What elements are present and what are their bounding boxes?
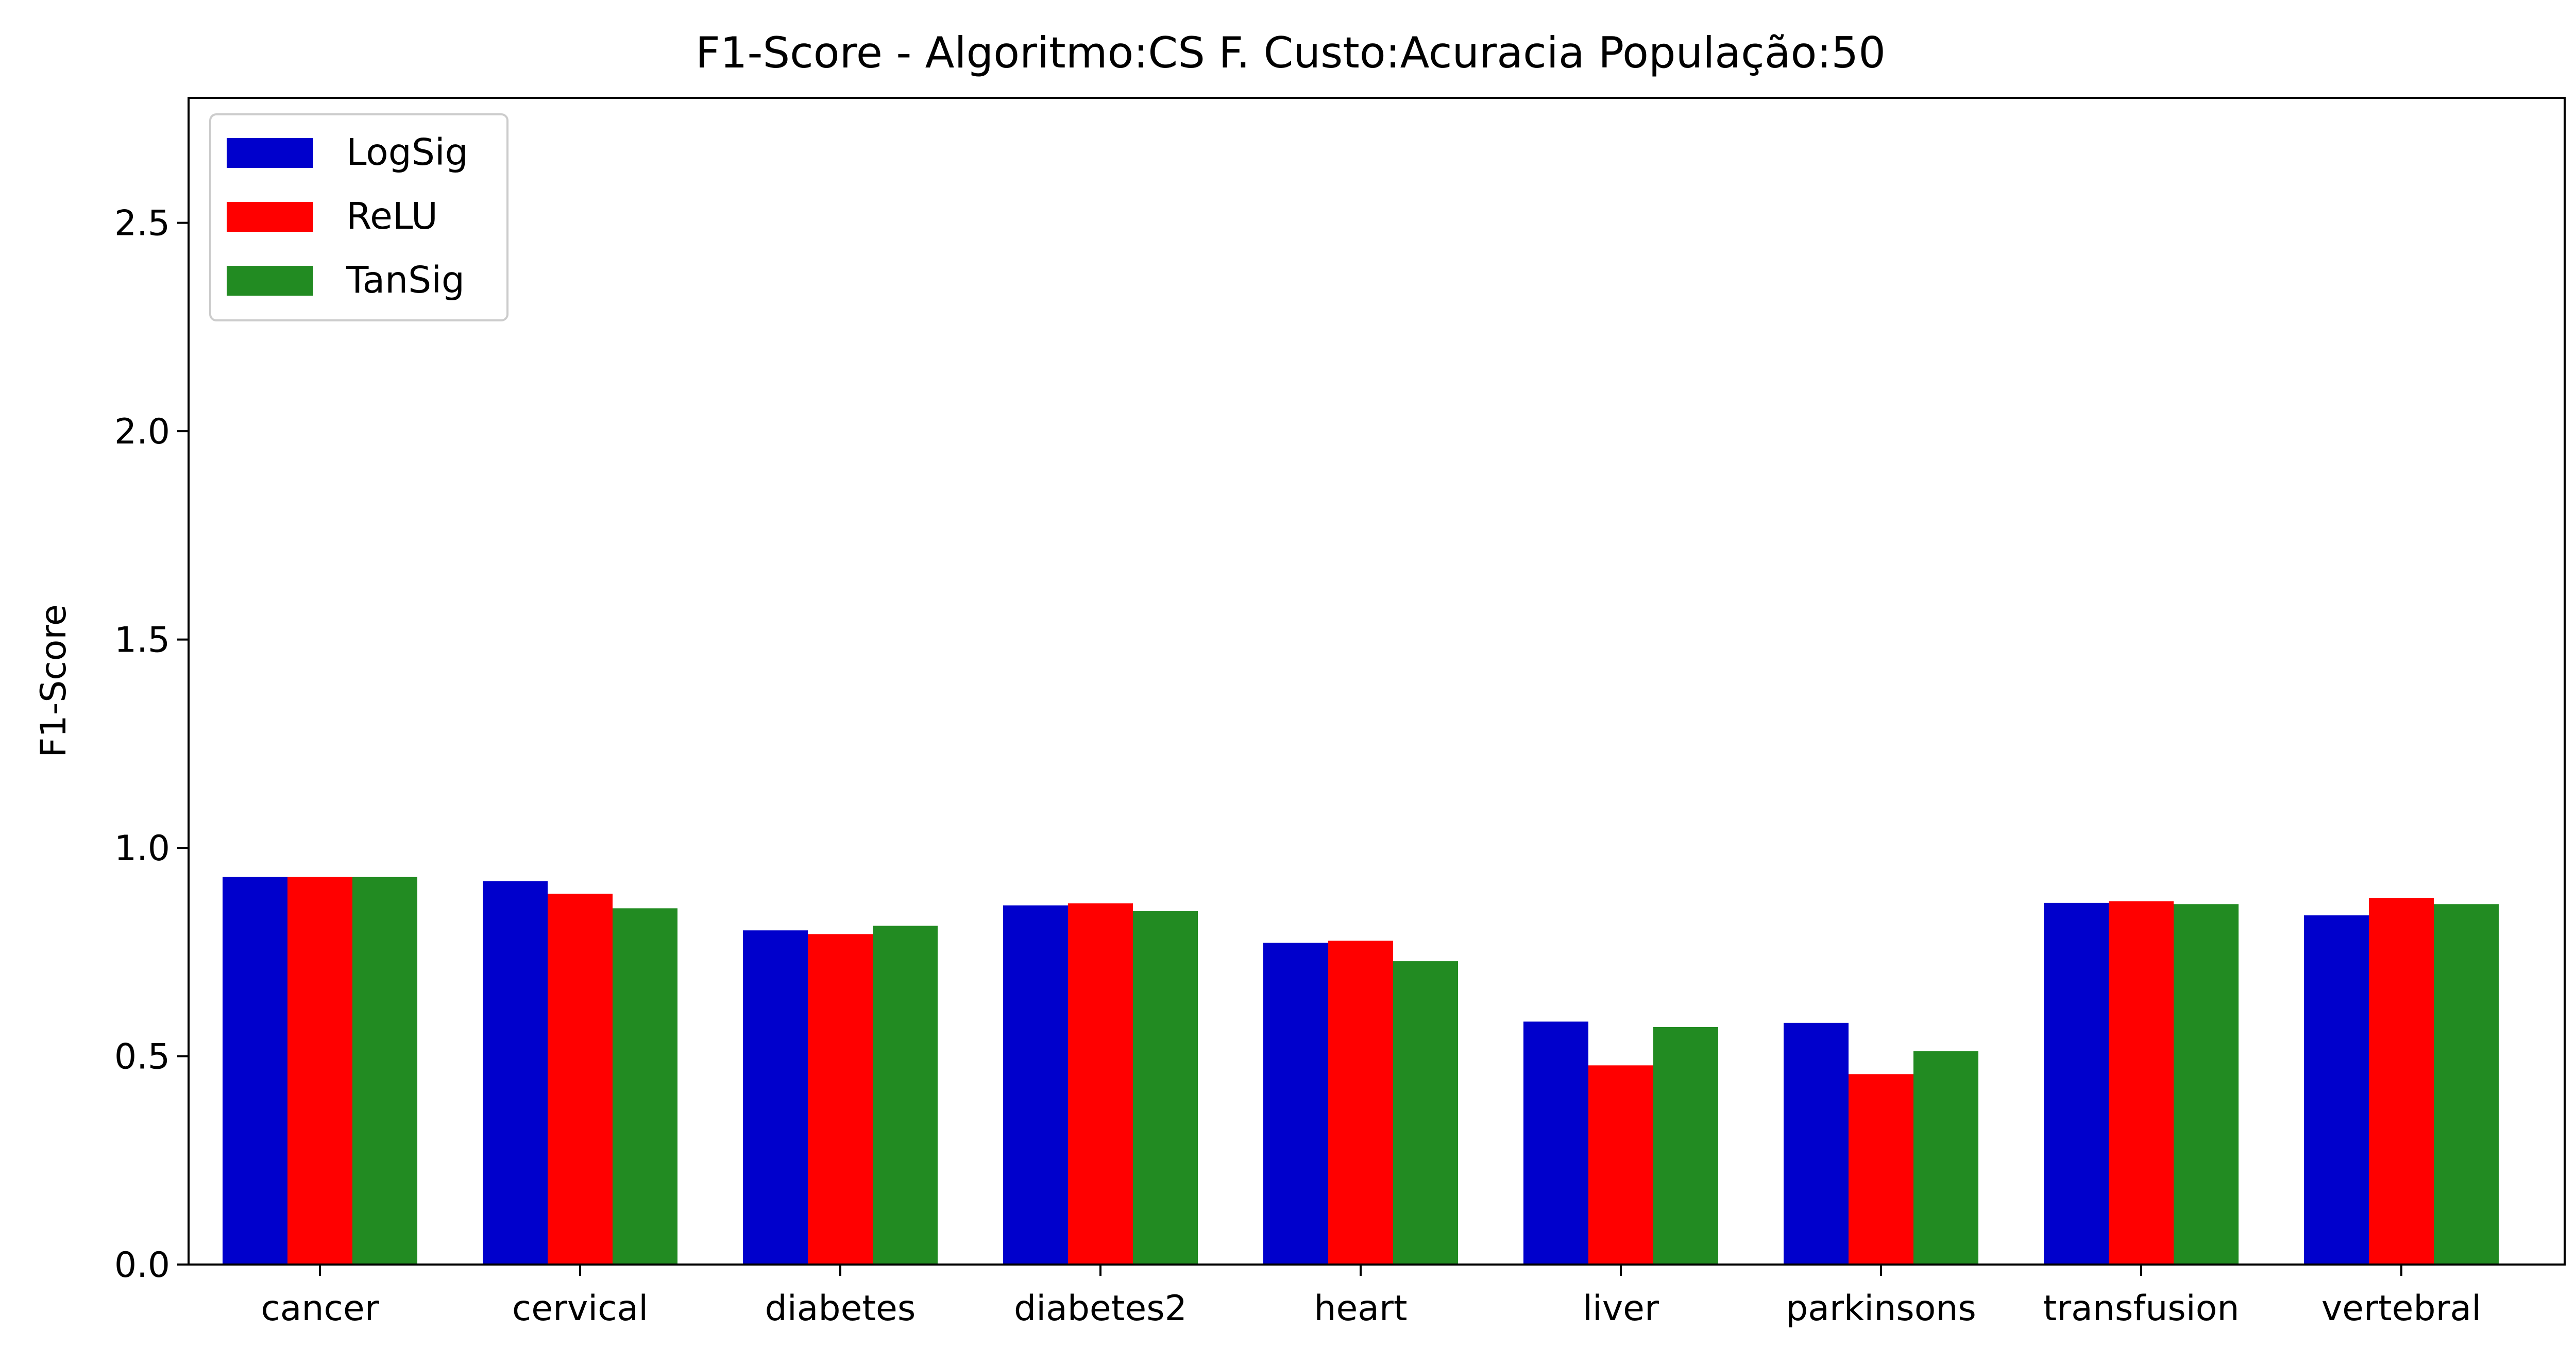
chart-title: F1-Score - Algoritmo:CS F. Custo:Acuraci… — [696, 28, 1886, 78]
y-tick-label: 0.0 — [114, 1245, 170, 1286]
bar-relu-diabetes2 — [1068, 903, 1133, 1265]
legend-label-logsig: LogSig — [346, 131, 468, 174]
bar-tansig-heart — [1393, 961, 1458, 1265]
bar-logsig-parkinsons — [1784, 1022, 1849, 1265]
bar-logsig-vertebral — [2304, 915, 2369, 1265]
bar-relu-parkinsons — [1849, 1074, 1913, 1265]
y-axis-label: F1-Score — [33, 604, 74, 757]
bar-tansig-cancer — [352, 877, 417, 1265]
x-tick-label-heart: heart — [1314, 1288, 1407, 1329]
y-axis: 0.0 0.5 1.0 1.5 2.0 2.5 — [114, 203, 189, 1286]
x-tick-label-cancer: cancer — [261, 1288, 379, 1329]
legend-swatch-logsig — [227, 138, 313, 168]
bar-relu-cancer — [287, 877, 352, 1265]
x-tick-label-transfusion: transfusion — [2043, 1288, 2240, 1329]
bar-logsig-diabetes2 — [1003, 905, 1068, 1265]
bar-relu-transfusion — [2109, 901, 2174, 1265]
bar-tansig-cervical — [613, 908, 677, 1265]
y-tick-label: 2.0 — [114, 412, 170, 452]
legend: LogSig ReLU TanSig — [209, 113, 509, 321]
x-tick-label-diabetes2: diabetes2 — [1014, 1288, 1187, 1329]
legend-label-tansig: TanSig — [346, 259, 465, 301]
y-tick-label: 0.5 — [114, 1037, 170, 1078]
x-tick-label-vertebral: vertebral — [2321, 1288, 2481, 1329]
bar-logsig-liver — [1523, 1021, 1588, 1265]
bar-logsig-cervical — [483, 881, 548, 1265]
bar-relu-diabetes — [808, 934, 873, 1265]
x-tick-label-diabetes: diabetes — [765, 1288, 916, 1329]
legend-label-relu: ReLU — [346, 195, 438, 237]
x-tick-label-cervical: cervical — [512, 1288, 648, 1329]
legend-swatch-tansig — [227, 266, 313, 296]
bars-group — [223, 877, 2499, 1265]
legend-swatch-relu — [227, 202, 313, 232]
bar-relu-heart — [1328, 941, 1393, 1265]
x-tick-label-parkinsons: parkinsons — [1786, 1288, 1976, 1329]
bar-relu-liver — [1588, 1065, 1653, 1265]
bar-tansig-liver — [1653, 1027, 1718, 1265]
bar-logsig-diabetes — [743, 930, 808, 1265]
bar-tansig-vertebral — [2434, 904, 2499, 1265]
y-tick-label: 1.5 — [114, 620, 170, 661]
bar-relu-vertebral — [2369, 898, 2434, 1265]
y-tick-label: 2.5 — [114, 203, 170, 244]
bar-tansig-diabetes2 — [1133, 911, 1198, 1265]
bar-tansig-parkinsons — [1913, 1051, 1978, 1265]
x-tick-label-liver: liver — [1583, 1288, 1659, 1329]
plot-frame — [188, 97, 2566, 1266]
x-axis: cancer cervical diabetes diabetes2 heart live… — [261, 1265, 2481, 1329]
bar-logsig-cancer — [223, 877, 287, 1265]
y-tick-label: 1.0 — [114, 828, 170, 869]
bar-relu-cervical — [548, 894, 613, 1265]
bar-tansig-transfusion — [2174, 904, 2239, 1265]
bar-tansig-diabetes — [873, 926, 938, 1265]
bar-logsig-heart — [1263, 943, 1328, 1265]
bar-logsig-transfusion — [2044, 902, 2109, 1265]
